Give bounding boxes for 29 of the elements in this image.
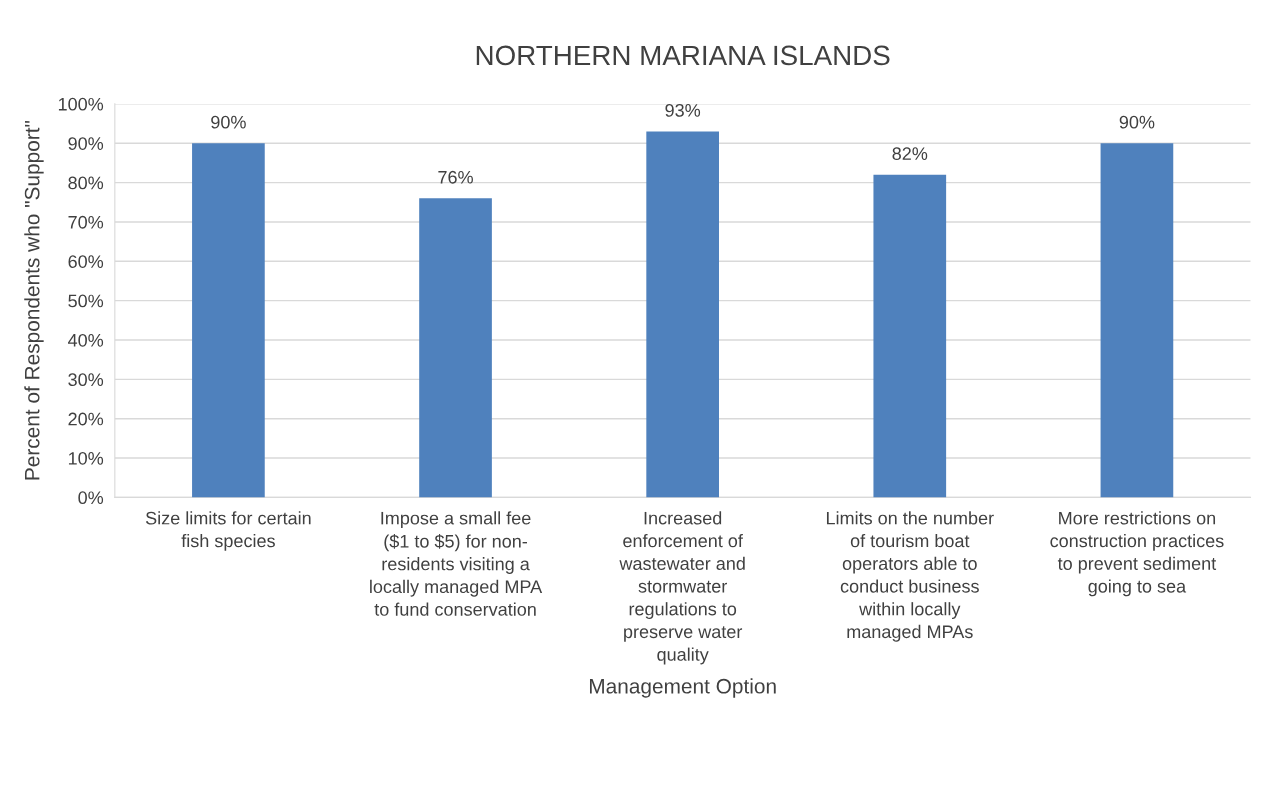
data-label: 76% (438, 170, 473, 184)
y-tick-label: 70% (68, 215, 104, 229)
y-tick-label: 20% (68, 412, 104, 426)
x-tick-label: Impose a small fee ($1 to $5) for non- residents visiting a locally managed MPA to fund conservation (370, 511, 543, 616)
bar (419, 198, 492, 498)
bar (192, 143, 265, 498)
data-label: 90% (211, 115, 246, 129)
x-tick-label: Increased enforcement of wastewater and stormwater regulations to preserve water quality (619, 511, 745, 665)
data-label: 93% (665, 103, 701, 117)
chart-title: NORTHERN MARIANA ISLANDS (476, 45, 890, 66)
y-tick-label: 100% (58, 97, 104, 111)
x-axis-title: Management Option (589, 678, 776, 698)
data-label: 82% (892, 147, 928, 161)
y-tick-label: 40% (68, 333, 104, 347)
data-label: 90% (1119, 115, 1155, 129)
y-tick-label: 10% (68, 451, 104, 465)
x-tick-label: Limits on the number of tourism boat operators able to conduct business within locally managed MPAs (826, 511, 994, 642)
y-tick-label: 30% (68, 373, 104, 387)
y-tick-label: 0% (78, 491, 104, 505)
y-tick-label: 90% (68, 137, 104, 150)
y-tick-label: 50% (68, 294, 104, 308)
bar (1100, 143, 1174, 498)
y-tick-label: 60% (68, 255, 104, 268)
x-tick-label: More restrictions on construction practices to prevent sediment going to sea (1050, 511, 1224, 597)
bar (646, 131, 719, 498)
x-tick-label: Size limits for certain fish species (145, 511, 311, 551)
y-axis-title: Percent of Respondents who "Support" (24, 120, 44, 480)
y-tick-label: 80% (68, 176, 104, 190)
bar (873, 174, 947, 498)
